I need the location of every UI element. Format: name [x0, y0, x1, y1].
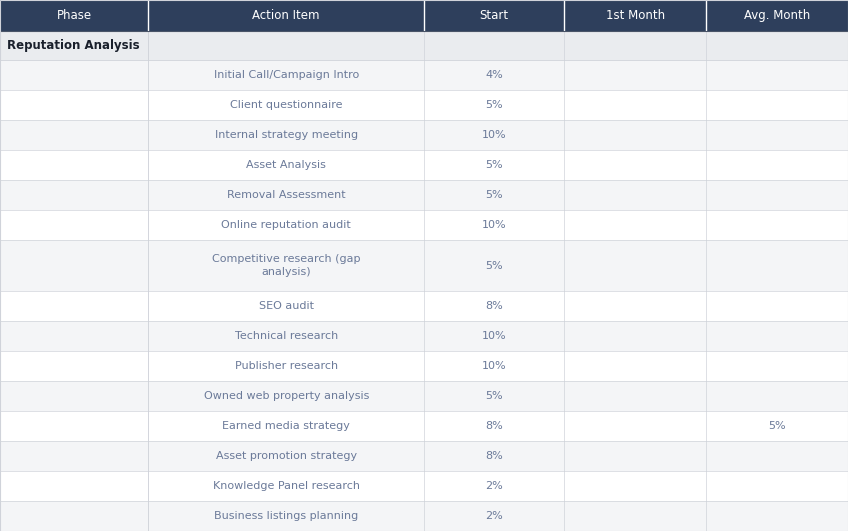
Text: 5%: 5%: [485, 160, 503, 170]
Bar: [706, 0, 848, 31]
Text: Asset promotion strategy: Asset promotion strategy: [215, 451, 357, 461]
Text: 5%: 5%: [768, 421, 786, 431]
Text: Online reputation audit: Online reputation audit: [221, 220, 351, 230]
Bar: [0, 441, 848, 471]
Text: Owned web property analysis: Owned web property analysis: [204, 391, 369, 401]
Text: Knowledge Panel research: Knowledge Panel research: [213, 481, 360, 491]
Bar: [0, 381, 848, 411]
Text: Publisher research: Publisher research: [235, 361, 338, 371]
Bar: [0, 321, 848, 351]
Text: 5%: 5%: [485, 190, 503, 200]
Text: 2%: 2%: [485, 481, 503, 491]
Text: 5%: 5%: [485, 391, 503, 401]
Bar: [0, 471, 848, 501]
Text: 8%: 8%: [485, 421, 503, 431]
Text: 10%: 10%: [482, 361, 506, 371]
Text: 10%: 10%: [482, 130, 506, 140]
Text: Start: Start: [479, 9, 509, 22]
Text: Internal strategy meeting: Internal strategy meeting: [215, 130, 358, 140]
Text: Initial Call/Campaign Intro: Initial Call/Campaign Intro: [214, 70, 359, 80]
Text: 10%: 10%: [482, 220, 506, 230]
Text: 2%: 2%: [485, 511, 503, 521]
Bar: [564, 0, 706, 31]
Bar: [0, 210, 848, 239]
Text: Technical research: Technical research: [235, 331, 338, 341]
Text: Reputation Analysis: Reputation Analysis: [7, 39, 139, 52]
Text: Competitive research (gap
analysis): Competitive research (gap analysis): [212, 254, 360, 277]
Bar: [0, 180, 848, 210]
Bar: [148, 0, 424, 31]
Bar: [0, 150, 848, 180]
Text: 4%: 4%: [485, 70, 503, 80]
Text: 1st Month: 1st Month: [605, 9, 665, 22]
Text: 5%: 5%: [485, 261, 503, 270]
Text: Action Item: Action Item: [253, 9, 320, 22]
Bar: [0, 411, 848, 441]
Bar: [0, 90, 848, 120]
Text: 10%: 10%: [482, 331, 506, 341]
Bar: [0, 351, 848, 381]
Text: 5%: 5%: [485, 100, 503, 110]
Bar: [0, 60, 848, 90]
Text: SEO audit: SEO audit: [259, 301, 314, 311]
Bar: [0, 501, 848, 531]
Text: Business listings planning: Business listings planning: [214, 511, 359, 521]
Text: 8%: 8%: [485, 451, 503, 461]
Bar: [0, 292, 848, 321]
Bar: [0, 31, 848, 60]
Text: Phase: Phase: [57, 9, 92, 22]
Text: Asset Analysis: Asset Analysis: [246, 160, 326, 170]
Bar: [0, 239, 848, 292]
Bar: [0, 0, 148, 31]
Bar: [424, 0, 564, 31]
Text: Avg. Month: Avg. Month: [744, 9, 811, 22]
Text: Earned media strategy: Earned media strategy: [222, 421, 350, 431]
Text: Removal Assessment: Removal Assessment: [227, 190, 345, 200]
Text: Client questionnaire: Client questionnaire: [230, 100, 343, 110]
Bar: [0, 120, 848, 150]
Text: 8%: 8%: [485, 301, 503, 311]
